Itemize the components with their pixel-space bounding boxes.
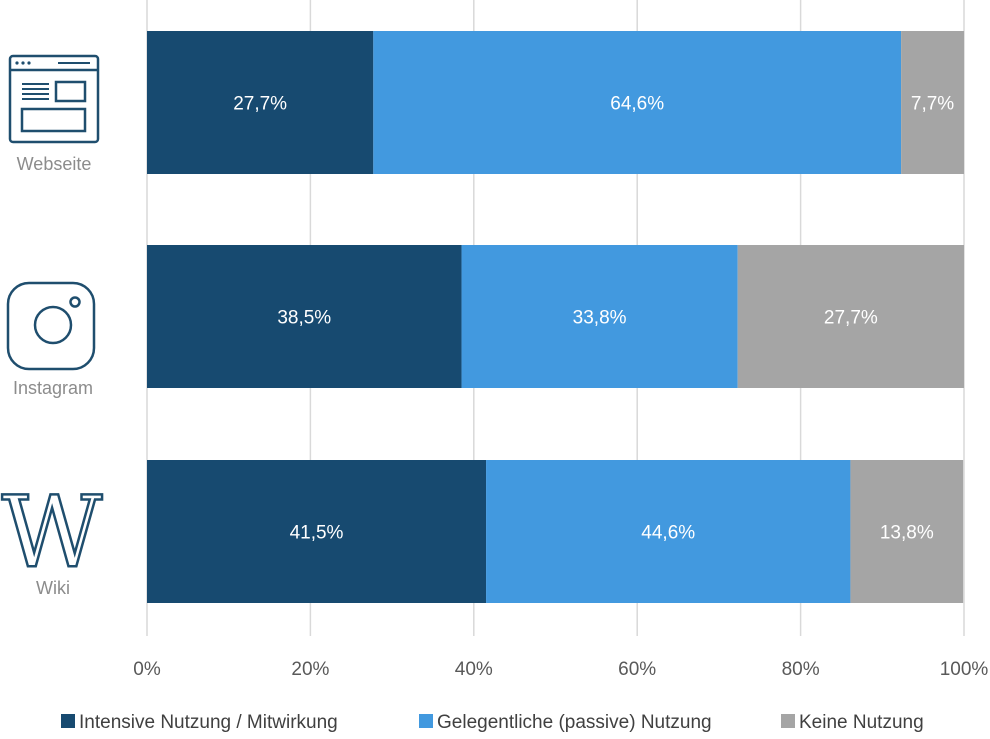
data-label: 27,7%	[824, 308, 878, 329]
legend: Intensive Nutzung / Mitwirkung Gelegentli…	[61, 712, 924, 733]
bar-segment	[486, 460, 851, 603]
category-label-webseite: Webseite	[17, 154, 92, 174]
bar-segment	[147, 460, 487, 603]
bar-segment	[461, 245, 738, 388]
x-axis-ticks: 0% 20% 40% 60% 80% 100%	[133, 659, 988, 680]
legend-swatch	[61, 714, 75, 728]
bar-segment	[737, 245, 964, 388]
legend-label: Gelegentliche (passive) Nutzung	[437, 712, 712, 733]
data-label: 44,6%	[641, 523, 695, 544]
bar-segment	[901, 31, 964, 174]
legend-label: Intensive Nutzung / Mitwirkung	[79, 712, 338, 733]
data-label: 27,7%	[233, 94, 287, 115]
bar-segment	[147, 245, 462, 388]
x-tick-label: 80%	[782, 659, 820, 680]
bars: 27,7% 64,6% 7,7% 38,5% 33,8% 27,7% 41,5% 44,6% 1…	[147, 31, 964, 603]
legend-label: Keine Nutzung	[799, 712, 924, 733]
data-label: 64,6%	[610, 94, 664, 115]
website-icon	[8, 54, 100, 144]
bar-segment	[147, 31, 374, 174]
category-label-instagram: Instagram	[13, 378, 93, 398]
bar-segment	[850, 460, 964, 603]
svg-text:W: W	[2, 476, 103, 590]
data-label: 13,8%	[880, 523, 934, 544]
data-label: 33,8%	[573, 308, 627, 329]
legend-swatch	[419, 714, 433, 728]
x-tick-label: 60%	[618, 659, 656, 680]
wikipedia-icon: W	[0, 475, 104, 592]
data-label: 41,5%	[290, 523, 344, 544]
data-label: 38,5%	[277, 308, 331, 329]
data-label: 7,7%	[911, 94, 954, 115]
x-tick-label: 40%	[455, 659, 493, 680]
category-label-wiki: Wiki	[36, 578, 70, 598]
x-tick-label: 20%	[291, 659, 329, 680]
legend-swatch	[781, 714, 795, 728]
bar-segment	[373, 31, 902, 174]
category-labels: Webseite Instagram W Wiki	[0, 54, 104, 598]
x-tick-label: 100%	[940, 659, 989, 680]
instagram-icon	[6, 281, 96, 371]
x-tick-label: 0%	[133, 659, 161, 680]
